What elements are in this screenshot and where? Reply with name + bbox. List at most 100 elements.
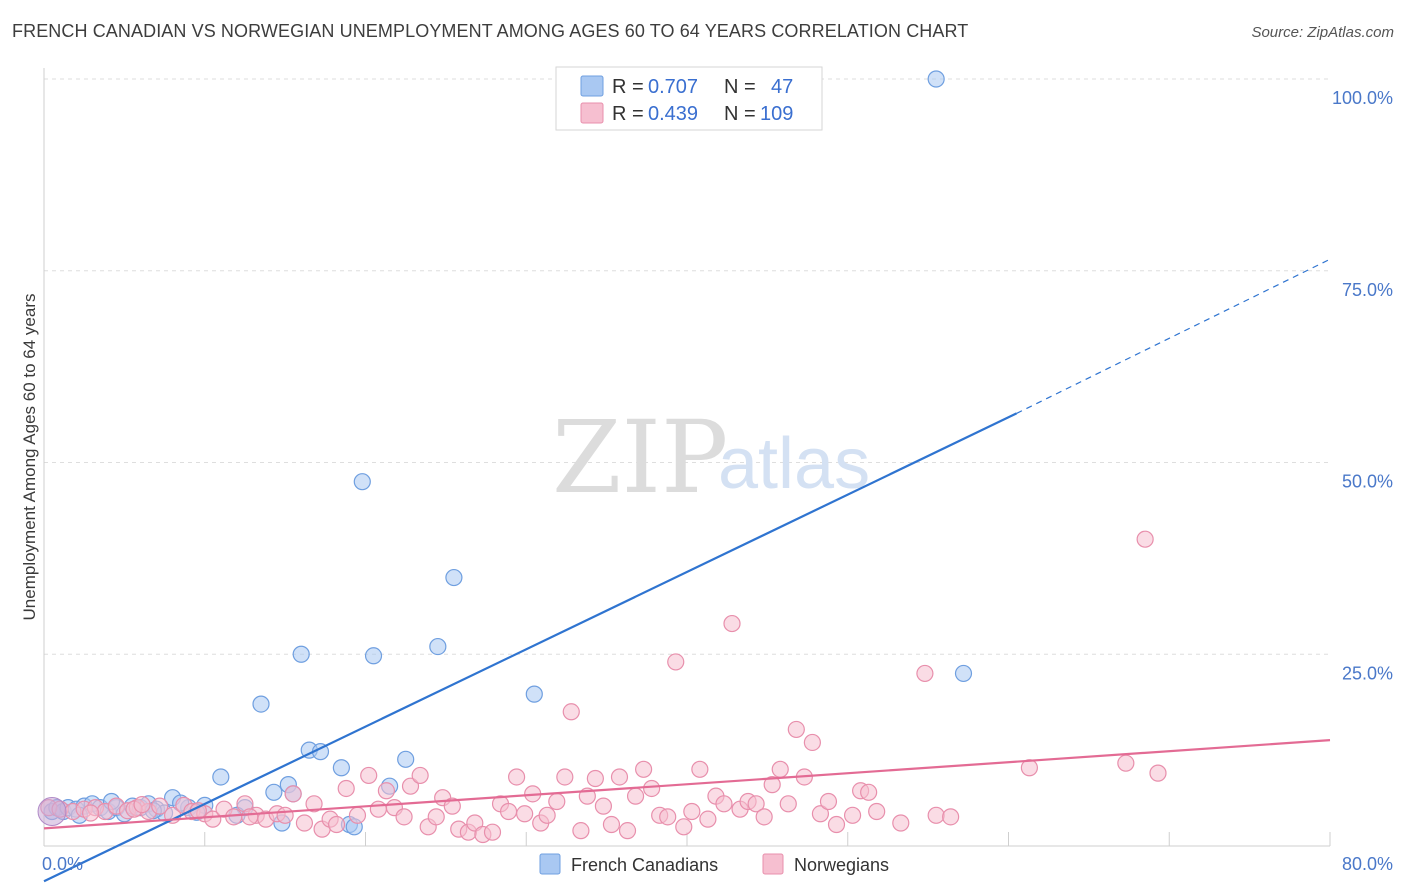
data-point[interactable] — [252, 695, 270, 713]
bottom-legend-norwegian[interactable]: Norwegians — [762, 853, 889, 875]
data-point[interactable] — [445, 568, 463, 587]
data-point[interactable] — [204, 810, 222, 828]
data-point[interactable] — [787, 720, 805, 739]
data-point[interactable] — [771, 760, 789, 778]
data-point[interactable] — [954, 664, 973, 683]
data-point[interactable] — [594, 797, 613, 815]
data-point[interactable] — [364, 647, 383, 665]
data-point[interactable] — [942, 808, 960, 826]
data-point[interactable] — [1117, 754, 1135, 772]
bottom-legend-label-french: French Canadians — [571, 855, 718, 875]
data-point[interactable] — [337, 779, 355, 798]
data-point[interactable] — [892, 814, 910, 832]
data-point[interactable] — [626, 787, 645, 805]
data-point[interactable] — [763, 776, 781, 794]
data-point[interactable] — [241, 808, 259, 826]
data-point[interactable] — [225, 808, 243, 826]
data-point[interactable] — [1149, 764, 1167, 782]
data-point[interactable] — [305, 795, 323, 813]
data-point[interactable] — [292, 645, 310, 663]
data-point[interactable] — [397, 750, 415, 768]
trend-line — [43, 412, 1018, 883]
data-point[interactable] — [675, 818, 693, 836]
data-point[interactable] — [508, 768, 526, 786]
data-point[interactable] — [562, 703, 580, 721]
data-point[interactable] — [779, 795, 797, 813]
legend-swatch-french — [580, 75, 604, 97]
data-point[interactable] — [443, 797, 461, 815]
stats-legend: R = 0.707 N = 47 R = 0.439 N = 109 — [555, 66, 823, 131]
data-point[interactable] — [82, 804, 100, 822]
data-point[interactable] — [572, 822, 590, 840]
legend-r-label: R = — [612, 76, 644, 98]
x-tick-label: 80.0% — [1342, 854, 1393, 874]
data-point[interactable] — [548, 792, 566, 811]
data-point[interactable] — [843, 806, 862, 824]
data-point[interactable] — [747, 795, 765, 813]
trend-layer — [43, 258, 1331, 883]
data-point[interactable] — [586, 769, 604, 788]
y-axis-title: Unemployment Among Ages 60 to 64 years — [20, 294, 39, 621]
data-point[interactable] — [427, 808, 445, 826]
data-point[interactable] — [723, 614, 741, 633]
data-point[interactable] — [499, 802, 518, 821]
bottom-legend: French Canadians Norwegians — [539, 853, 889, 875]
data-point[interactable] — [353, 473, 371, 491]
data-point[interactable] — [556, 768, 574, 786]
data-point[interactable] — [483, 823, 502, 841]
data-point[interactable] — [411, 766, 429, 785]
data-point[interactable] — [377, 782, 395, 800]
data-point[interactable] — [133, 795, 151, 814]
data-point[interactable] — [327, 815, 346, 834]
data-point[interactable] — [827, 815, 846, 834]
data-point[interactable] — [602, 815, 621, 834]
bottom-legend-swatch-french — [539, 853, 561, 875]
data-point[interactable] — [927, 70, 945, 88]
data-point[interactable] — [927, 806, 945, 824]
data-point[interactable] — [295, 814, 314, 832]
legend-r-value: 0.707 — [648, 76, 698, 98]
data-point[interactable] — [525, 685, 543, 703]
data-point[interactable] — [868, 802, 886, 821]
data-point[interactable] — [715, 795, 733, 813]
y-tick-label: 100.0% — [1332, 88, 1393, 108]
data-point[interactable] — [395, 808, 413, 826]
data-point[interactable] — [634, 760, 653, 778]
data-point[interactable] — [429, 637, 447, 656]
y-tick-label: 50.0% — [1342, 472, 1393, 492]
data-point[interactable] — [819, 792, 838, 811]
data-point[interactable] — [699, 810, 717, 828]
data-point[interactable] — [360, 766, 378, 785]
data-point[interactable] — [151, 797, 169, 815]
data-point[interactable] — [348, 806, 367, 824]
data-point[interactable] — [860, 783, 878, 801]
data-point[interactable] — [803, 733, 821, 752]
data-point[interactable] — [401, 777, 420, 795]
data-point[interactable] — [1136, 530, 1154, 548]
data-point[interactable] — [659, 808, 677, 826]
points-layer — [37, 70, 1167, 844]
data-point[interactable] — [212, 768, 230, 786]
data-point[interactable] — [610, 768, 629, 786]
data-point[interactable] — [667, 653, 685, 671]
data-point[interactable] — [369, 800, 387, 818]
data-point[interactable] — [755, 808, 773, 826]
data-point[interactable] — [811, 805, 830, 823]
bottom-legend-swatch-norwegian — [762, 853, 784, 875]
data-point[interactable] — [683, 802, 701, 821]
data-point-cluster[interactable] — [37, 796, 67, 826]
data-point[interactable] — [284, 785, 302, 803]
trend-line-extension — [1016, 258, 1331, 414]
data-point[interactable] — [618, 822, 637, 840]
data-point[interactable] — [332, 759, 350, 777]
data-point[interactable] — [643, 779, 661, 798]
data-point[interactable] — [265, 783, 283, 801]
stats-legend-row-norwegian: R = 0.439 N = 109 — [580, 102, 793, 125]
data-point[interactable] — [538, 806, 556, 824]
data-point[interactable] — [916, 664, 934, 683]
legend-r-value: 0.439 — [648, 103, 698, 125]
data-point[interactable] — [276, 806, 294, 824]
data-point[interactable] — [691, 760, 709, 778]
data-point[interactable] — [516, 805, 534, 823]
bottom-legend-french[interactable]: French Canadians — [539, 853, 718, 875]
